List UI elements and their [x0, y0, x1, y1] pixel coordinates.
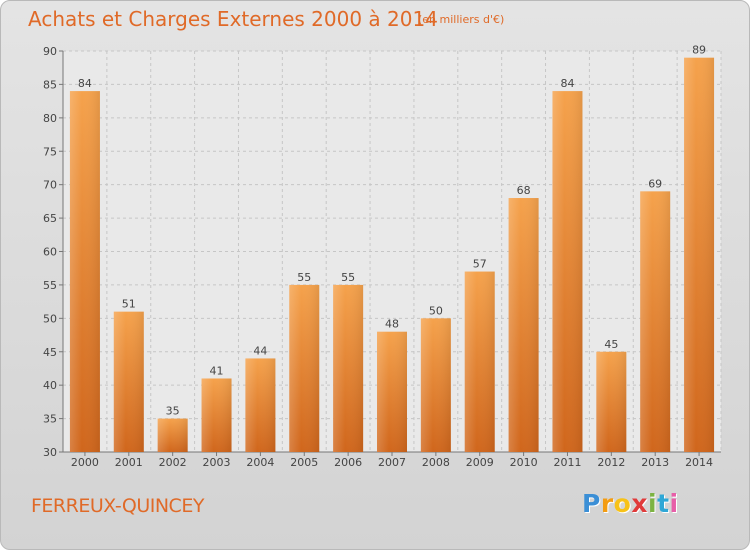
bar-shading	[508, 198, 539, 452]
bar-shading	[201, 378, 232, 452]
x-tick-label: 2000	[71, 456, 99, 469]
y-tick-label: 40	[43, 379, 57, 392]
bar-value-label: 48	[385, 318, 399, 331]
bar-shading	[684, 57, 715, 452]
bar-value-label: 55	[297, 271, 311, 284]
bar-value-label: 41	[210, 364, 224, 377]
y-tick-label: 30	[43, 446, 57, 459]
logo-letter: r	[600, 489, 614, 518]
proxiti-logo: Proxiti	[582, 489, 679, 518]
y-tick-label: 35	[43, 413, 57, 426]
bar-value-label: 89	[692, 44, 706, 57]
x-tick-label: 2005	[290, 456, 318, 469]
bar-shading	[69, 91, 100, 452]
y-tick-label: 65	[43, 212, 57, 225]
chart-subtitle: (en milliers d'€)	[418, 13, 505, 26]
bar-shading	[245, 358, 276, 452]
bar-value-label: 45	[604, 338, 618, 351]
bar-value-label: 84	[560, 77, 574, 90]
bar-shading	[464, 271, 495, 452]
x-tick-label: 2006	[334, 456, 362, 469]
logo-letter: o	[613, 489, 632, 518]
logo-letter: t	[657, 489, 670, 518]
bars-layer	[69, 57, 715, 452]
bar-shading	[113, 311, 144, 452]
chart-title: Achats et Charges Externes 2000 à 2014	[28, 7, 438, 31]
x-tick-label: 2014	[685, 456, 713, 469]
labels-layer: 30 35 40 45 50 55 60 65 70 75 80 85 90 84 2000 51 2001 35…	[43, 44, 713, 469]
bar-value-label: 68	[517, 184, 531, 197]
logo-letter: x	[631, 489, 648, 518]
y-tick-label: 75	[43, 145, 57, 158]
x-tick-label: 2007	[378, 456, 406, 469]
bar-shading	[596, 351, 627, 452]
logo-letter: P	[582, 489, 601, 518]
bar-value-label: 55	[341, 271, 355, 284]
bar-value-label: 50	[429, 304, 443, 317]
bar-shading	[289, 284, 320, 452]
bar-value-label: 57	[473, 258, 487, 271]
x-tick-label: 2013	[641, 456, 669, 469]
x-tick-label: 2011	[553, 456, 581, 469]
y-tick-label: 70	[43, 179, 57, 192]
bar-value-label: 84	[78, 77, 92, 90]
y-tick-label: 85	[43, 78, 57, 91]
bar-shading	[552, 91, 583, 452]
x-tick-label: 2004	[246, 456, 274, 469]
x-tick-label: 2002	[159, 456, 187, 469]
logo-letter: i	[648, 489, 658, 518]
bar-value-label: 35	[166, 405, 180, 418]
x-tick-label: 2010	[510, 456, 538, 469]
y-tick-label: 45	[43, 346, 57, 359]
x-tick-label: 2012	[597, 456, 625, 469]
bar-value-label: 69	[648, 177, 662, 190]
bar-value-label: 44	[253, 344, 267, 357]
logo-letter: i	[669, 489, 679, 518]
y-tick-label: 60	[43, 246, 57, 259]
bar-shading	[157, 418, 188, 452]
y-tick-label: 50	[43, 312, 57, 325]
bar-value-label: 51	[122, 298, 136, 311]
x-tick-label: 2009	[466, 456, 494, 469]
commune-name: FERREUX-QUINCEY	[31, 495, 204, 517]
bar-shading	[377, 331, 407, 452]
y-tick-label: 90	[43, 45, 57, 58]
bar-shading	[420, 318, 451, 452]
x-tick-label: 2001	[115, 456, 143, 469]
x-tick-label: 2008	[422, 456, 450, 469]
x-tick-label: 2003	[203, 456, 231, 469]
bar-shading	[333, 284, 364, 452]
bar-shading	[640, 191, 671, 452]
y-tick-label: 80	[43, 112, 57, 125]
y-tick-label: 55	[43, 279, 57, 292]
